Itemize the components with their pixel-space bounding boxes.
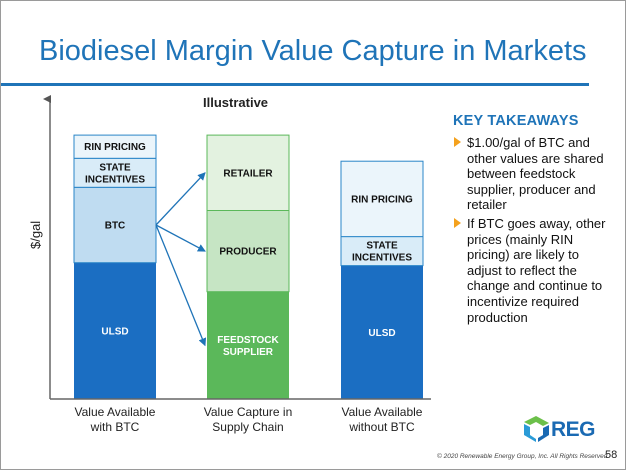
arrow-btc-to-feedstock-supplier: [155, 224, 207, 347]
takeaway-text: If BTC goes away, other prices (mainly R…: [467, 215, 606, 325]
segment-label-feedstock-supplier: FEEDSTOCK SUPPLIER: [217, 335, 279, 358]
segment-label-rin-pricing: RIN PRICING: [84, 142, 146, 153]
stacked-bar-chart: ULSD ULSD BTC STATE INCENTIVES STATE INCENTIVE…: [43, 95, 431, 434]
reg-logo-icon: [524, 416, 549, 442]
arrow-btc-to-producer: [155, 224, 206, 252]
segment-label-producer: PRODUCER: [219, 247, 277, 258]
bar-segment-ulsd: [74, 262, 156, 399]
takeaway-item: If BTC goes away, other prices (mainly R…: [453, 216, 613, 325]
segment-label-rin-pricing: RIN PRICING: [351, 194, 413, 205]
bar-segment-retailer: [206, 134, 290, 212]
reg-logo-text: REG: [551, 418, 596, 441]
segment-label-btc: BTC: [105, 221, 126, 232]
takeaway-item: $1.00/gal of BTC and other values are sh…: [453, 135, 613, 213]
title-rule: [1, 83, 589, 86]
bar-segment-rin-pricing: [340, 160, 424, 238]
segment-label-ulsd: ULSD: [368, 328, 395, 339]
key-takeaways-heading: KEY TAKEAWAYS: [453, 113, 579, 129]
category-label: Value Available without BTC: [342, 405, 423, 434]
slide-title: Biodiesel Margin Value Capture in Market…: [39, 35, 587, 67]
chevron-bullet-icon: [454, 137, 461, 147]
category-label: Value Available with BTC: [75, 405, 156, 434]
chart-subtitle: Illustrative: [203, 95, 269, 110]
bar-segment-ulsd: [341, 265, 423, 399]
bar-segment-btc: [73, 186, 157, 264]
segment-label-state-incentives: STATE INCENTIVES: [352, 241, 412, 264]
takeaway-text: $1.00/gal of BTC and other values are sh…: [467, 135, 604, 213]
chevron-bullet-icon: [454, 217, 461, 228]
bar-segment-state-incentives: [340, 236, 424, 267]
page-number: 58: [605, 449, 618, 461]
segment-label-ulsd: ULSD: [101, 326, 128, 337]
copyright-text: © 2020 Renewable Energy Group, Inc. All …: [437, 453, 608, 460]
arrow-btc-to-retailer: [155, 172, 206, 226]
bar-segment-state-incentives: [73, 157, 157, 188]
bar-segment-feedstock-supplier: [207, 291, 289, 399]
segment-label-state-incentives: STATE INCENTIVES: [85, 162, 145, 185]
reg-logo: REG: [521, 412, 601, 446]
segment-label-retailer: RETAILER: [223, 168, 273, 179]
bar-segment-rin-pricing: [73, 134, 157, 159]
key-takeaways-panel: KEY TAKEAWAYS $1.00/gal of BTC and other…: [453, 113, 613, 328]
category-label: Value Capture in Supply Chain: [204, 405, 293, 434]
bar-segment-producer: [206, 210, 290, 293]
